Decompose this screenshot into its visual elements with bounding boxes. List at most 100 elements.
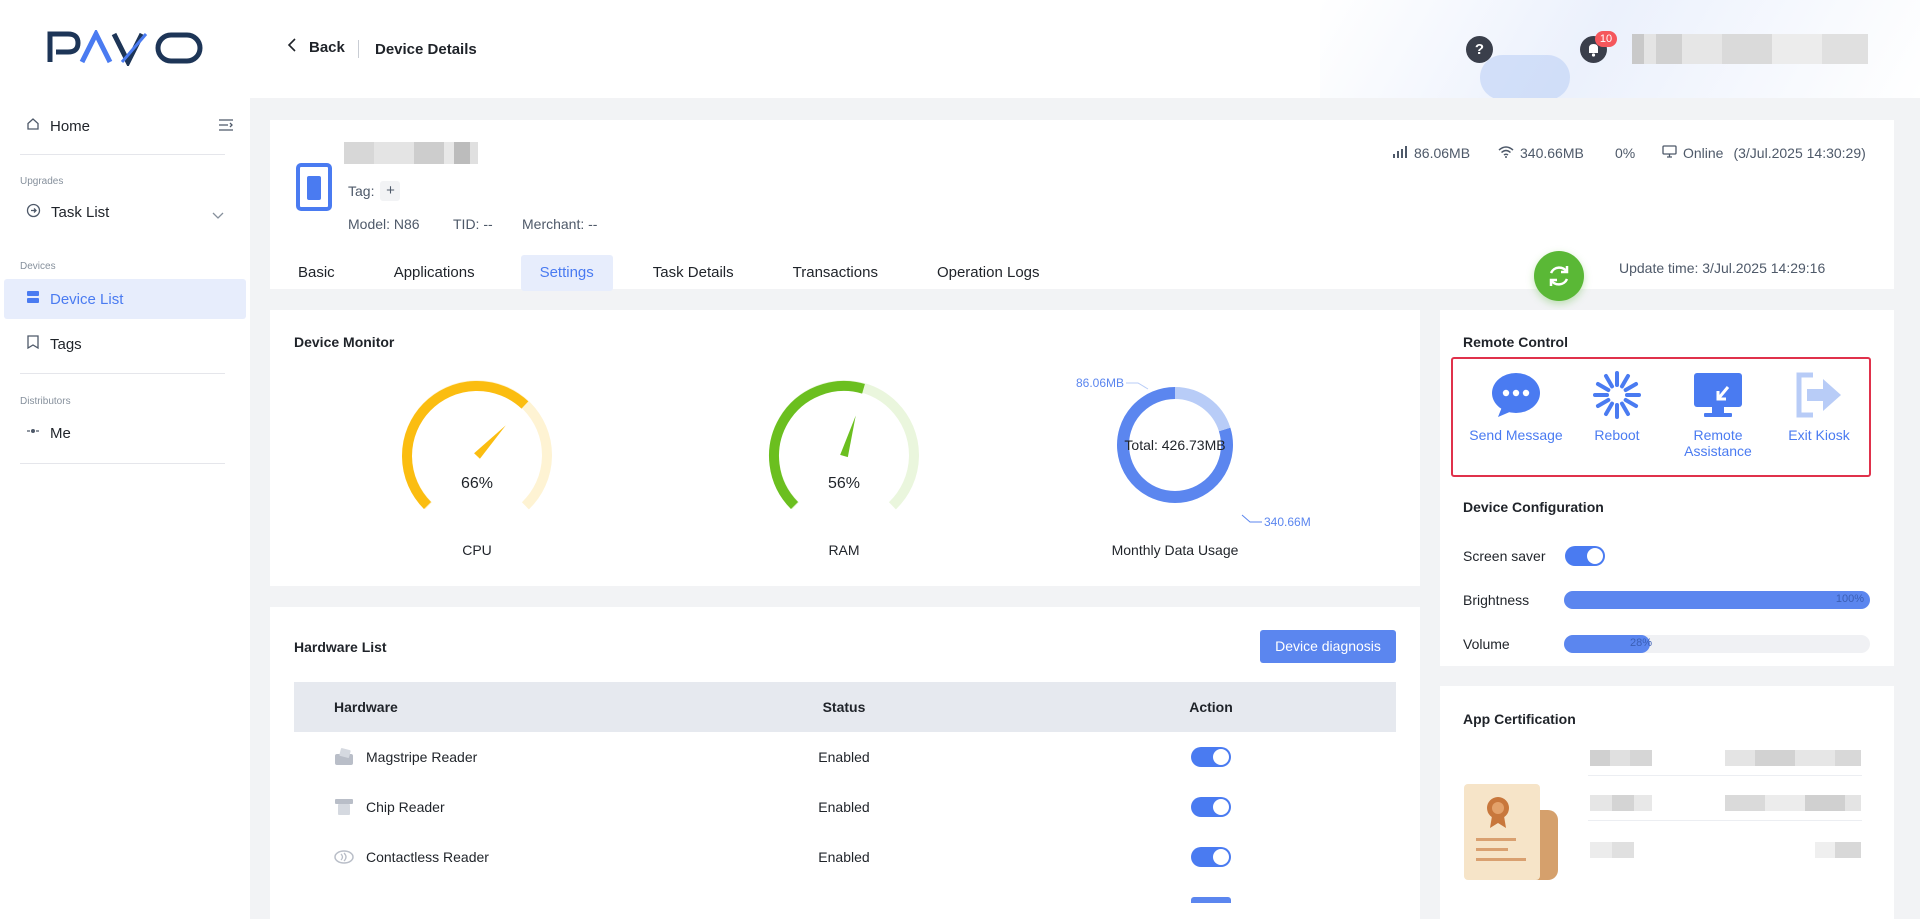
header-decoration-blob xyxy=(1480,55,1570,98)
refresh-icon xyxy=(1549,266,1569,286)
sidebar-item-task-list[interactable]: Task List xyxy=(4,192,246,232)
header-divider xyxy=(358,40,359,58)
tag-row: Tag: + xyxy=(348,181,401,201)
data-usage-donut: 86.06MB 340.66MB Total: 426.73MB xyxy=(1040,365,1319,540)
brightness-label: Brightness xyxy=(1463,592,1530,608)
pos-terminal-icon xyxy=(296,163,332,211)
tab-task-details[interactable]: Task Details xyxy=(652,264,734,281)
send-message-button[interactable]: Send Message xyxy=(1466,359,1566,443)
status-text: Online xyxy=(1683,145,1724,161)
cpu-gauge: 66% xyxy=(397,373,557,528)
device-status: Online (3/Jul.2025 14:30:29) xyxy=(1662,145,1866,161)
cert-field-redacted xyxy=(1590,795,1652,811)
cert-divider xyxy=(1588,775,1862,776)
hardware-table-header: Hardware Status Action xyxy=(294,682,1396,732)
contactless-reader-toggle[interactable] xyxy=(1191,847,1231,867)
brightness-fill xyxy=(1564,591,1870,609)
hardware-name: Chip Reader xyxy=(366,799,445,815)
column-header-hardware: Hardware xyxy=(334,699,398,715)
magstripe-reader-icon xyxy=(334,748,354,766)
app-certification-title: App Certification xyxy=(1463,711,1576,727)
tags-icon xyxy=(26,335,40,353)
back-label: Back xyxy=(309,38,345,56)
send-message-label: Send Message xyxy=(1469,427,1563,443)
detail-tabs: Basic Applications Settings Task Details… xyxy=(285,255,1086,291)
hardware-status: Enabled xyxy=(818,749,870,765)
battery-level: 0% xyxy=(1615,145,1636,161)
column-header-status: Status xyxy=(822,699,866,715)
volume-slider[interactable]: 28% xyxy=(1564,635,1870,653)
device-list-icon xyxy=(26,290,40,308)
exit-kiosk-button[interactable]: Exit Kiosk xyxy=(1769,359,1869,443)
column-header-action: Action xyxy=(1189,699,1233,715)
sidebar-divider xyxy=(20,154,225,155)
device-model: Model: N86 xyxy=(348,216,420,232)
tab-settings[interactable]: Settings xyxy=(520,255,613,291)
tab-operation-logs[interactable]: Operation Logs xyxy=(936,264,1040,281)
chip-reader-toggle[interactable] xyxy=(1191,797,1231,817)
collapse-menu-icon[interactable] xyxy=(218,118,234,137)
hardware-list-title: Hardware List xyxy=(294,639,387,655)
tab-basic[interactable]: Basic xyxy=(298,264,335,281)
next-row-toggle-partial[interactable] xyxy=(1191,897,1231,903)
donut-slice-wifi xyxy=(1117,387,1233,503)
pavo-logo[interactable] xyxy=(46,28,206,71)
reboot-button[interactable]: Reboot xyxy=(1567,359,1667,443)
sidebar-divider xyxy=(20,463,225,464)
device-diagnosis-button[interactable]: Device diagnosis xyxy=(1260,630,1396,663)
exit-icon xyxy=(1796,372,1841,418)
sidebar-item-label: Task List xyxy=(51,203,110,221)
ram-gauge: 56% xyxy=(764,373,924,528)
screen-saver-toggle[interactable] xyxy=(1565,546,1605,571)
donut-slice-cellular xyxy=(1174,387,1231,432)
hardware-status: Enabled xyxy=(818,849,870,865)
exit-kiosk-label: Exit Kiosk xyxy=(1788,427,1850,443)
ram-label: RAM xyxy=(828,542,860,558)
wifi-icon xyxy=(1498,145,1514,161)
sidebar-item-tags[interactable]: Tags xyxy=(4,324,246,364)
remote-control-title: Remote Control xyxy=(1463,334,1568,350)
sidebar-divider xyxy=(20,373,225,374)
hardware-name: Magstripe Reader xyxy=(366,749,478,765)
brightness-slider[interactable]: 100% xyxy=(1564,591,1870,609)
cellular-usage: 86.06MB xyxy=(1392,145,1470,161)
signal-bars-icon xyxy=(1392,145,1408,161)
volume-value: 28% xyxy=(1630,637,1653,649)
chat-bubble-icon xyxy=(1492,373,1540,417)
cert-divider xyxy=(1588,820,1862,821)
add-tag-button[interactable]: + xyxy=(380,181,401,201)
sidebar-section-devices: Devices xyxy=(20,261,56,272)
sidebar: Home Upgrades Task List Devices Device L… xyxy=(0,98,250,919)
back-button[interactable]: Back xyxy=(287,38,345,56)
remote-assistance-button[interactable]: Remote Assistance xyxy=(1668,359,1768,459)
volume-fill xyxy=(1564,635,1650,653)
magstripe-reader-toggle[interactable] xyxy=(1191,747,1231,767)
refresh-button[interactable] xyxy=(1534,251,1584,301)
wifi-slice-label: 340.66MB xyxy=(1264,515,1310,529)
tab-applications[interactable]: Applications xyxy=(393,264,475,281)
sidebar-item-device-list[interactable]: Device List xyxy=(4,279,246,319)
brightness-value: 100% xyxy=(1835,593,1864,605)
sidebar-item-home[interactable]: Home xyxy=(4,106,246,146)
screen-saver-label: Screen saver xyxy=(1463,548,1546,564)
cert-value-redacted xyxy=(1725,750,1861,766)
tag-label: Tag: xyxy=(348,183,375,199)
tab-transactions[interactable]: Transactions xyxy=(792,264,878,281)
device-name-redacted xyxy=(344,142,478,164)
table-row: Chip Reader Enabled xyxy=(294,782,1396,832)
sidebar-item-label: Me xyxy=(50,424,71,442)
device-tid: TID: -- xyxy=(453,216,493,232)
hardware-name: Contactless Reader xyxy=(366,849,489,865)
chevron-down-icon[interactable] xyxy=(212,207,224,223)
top-header: Back Device Details ? 10 xyxy=(0,0,1920,98)
notification-count-badge: 10 xyxy=(1595,31,1617,47)
certificate-illustration xyxy=(1462,780,1562,889)
update-time: Update time: 3/Jul.2025 14:29:16 xyxy=(1619,260,1826,276)
cert-value-redacted xyxy=(1815,842,1861,858)
volume-label: Volume xyxy=(1463,636,1510,652)
help-icon[interactable]: ? xyxy=(1466,36,1493,63)
remote-assistance-label: Remote Assistance xyxy=(1684,427,1752,459)
sidebar-item-me[interactable]: Me xyxy=(4,413,246,453)
sidebar-item-label: Device List xyxy=(50,290,124,308)
user-account-redacted[interactable] xyxy=(1632,34,1868,64)
